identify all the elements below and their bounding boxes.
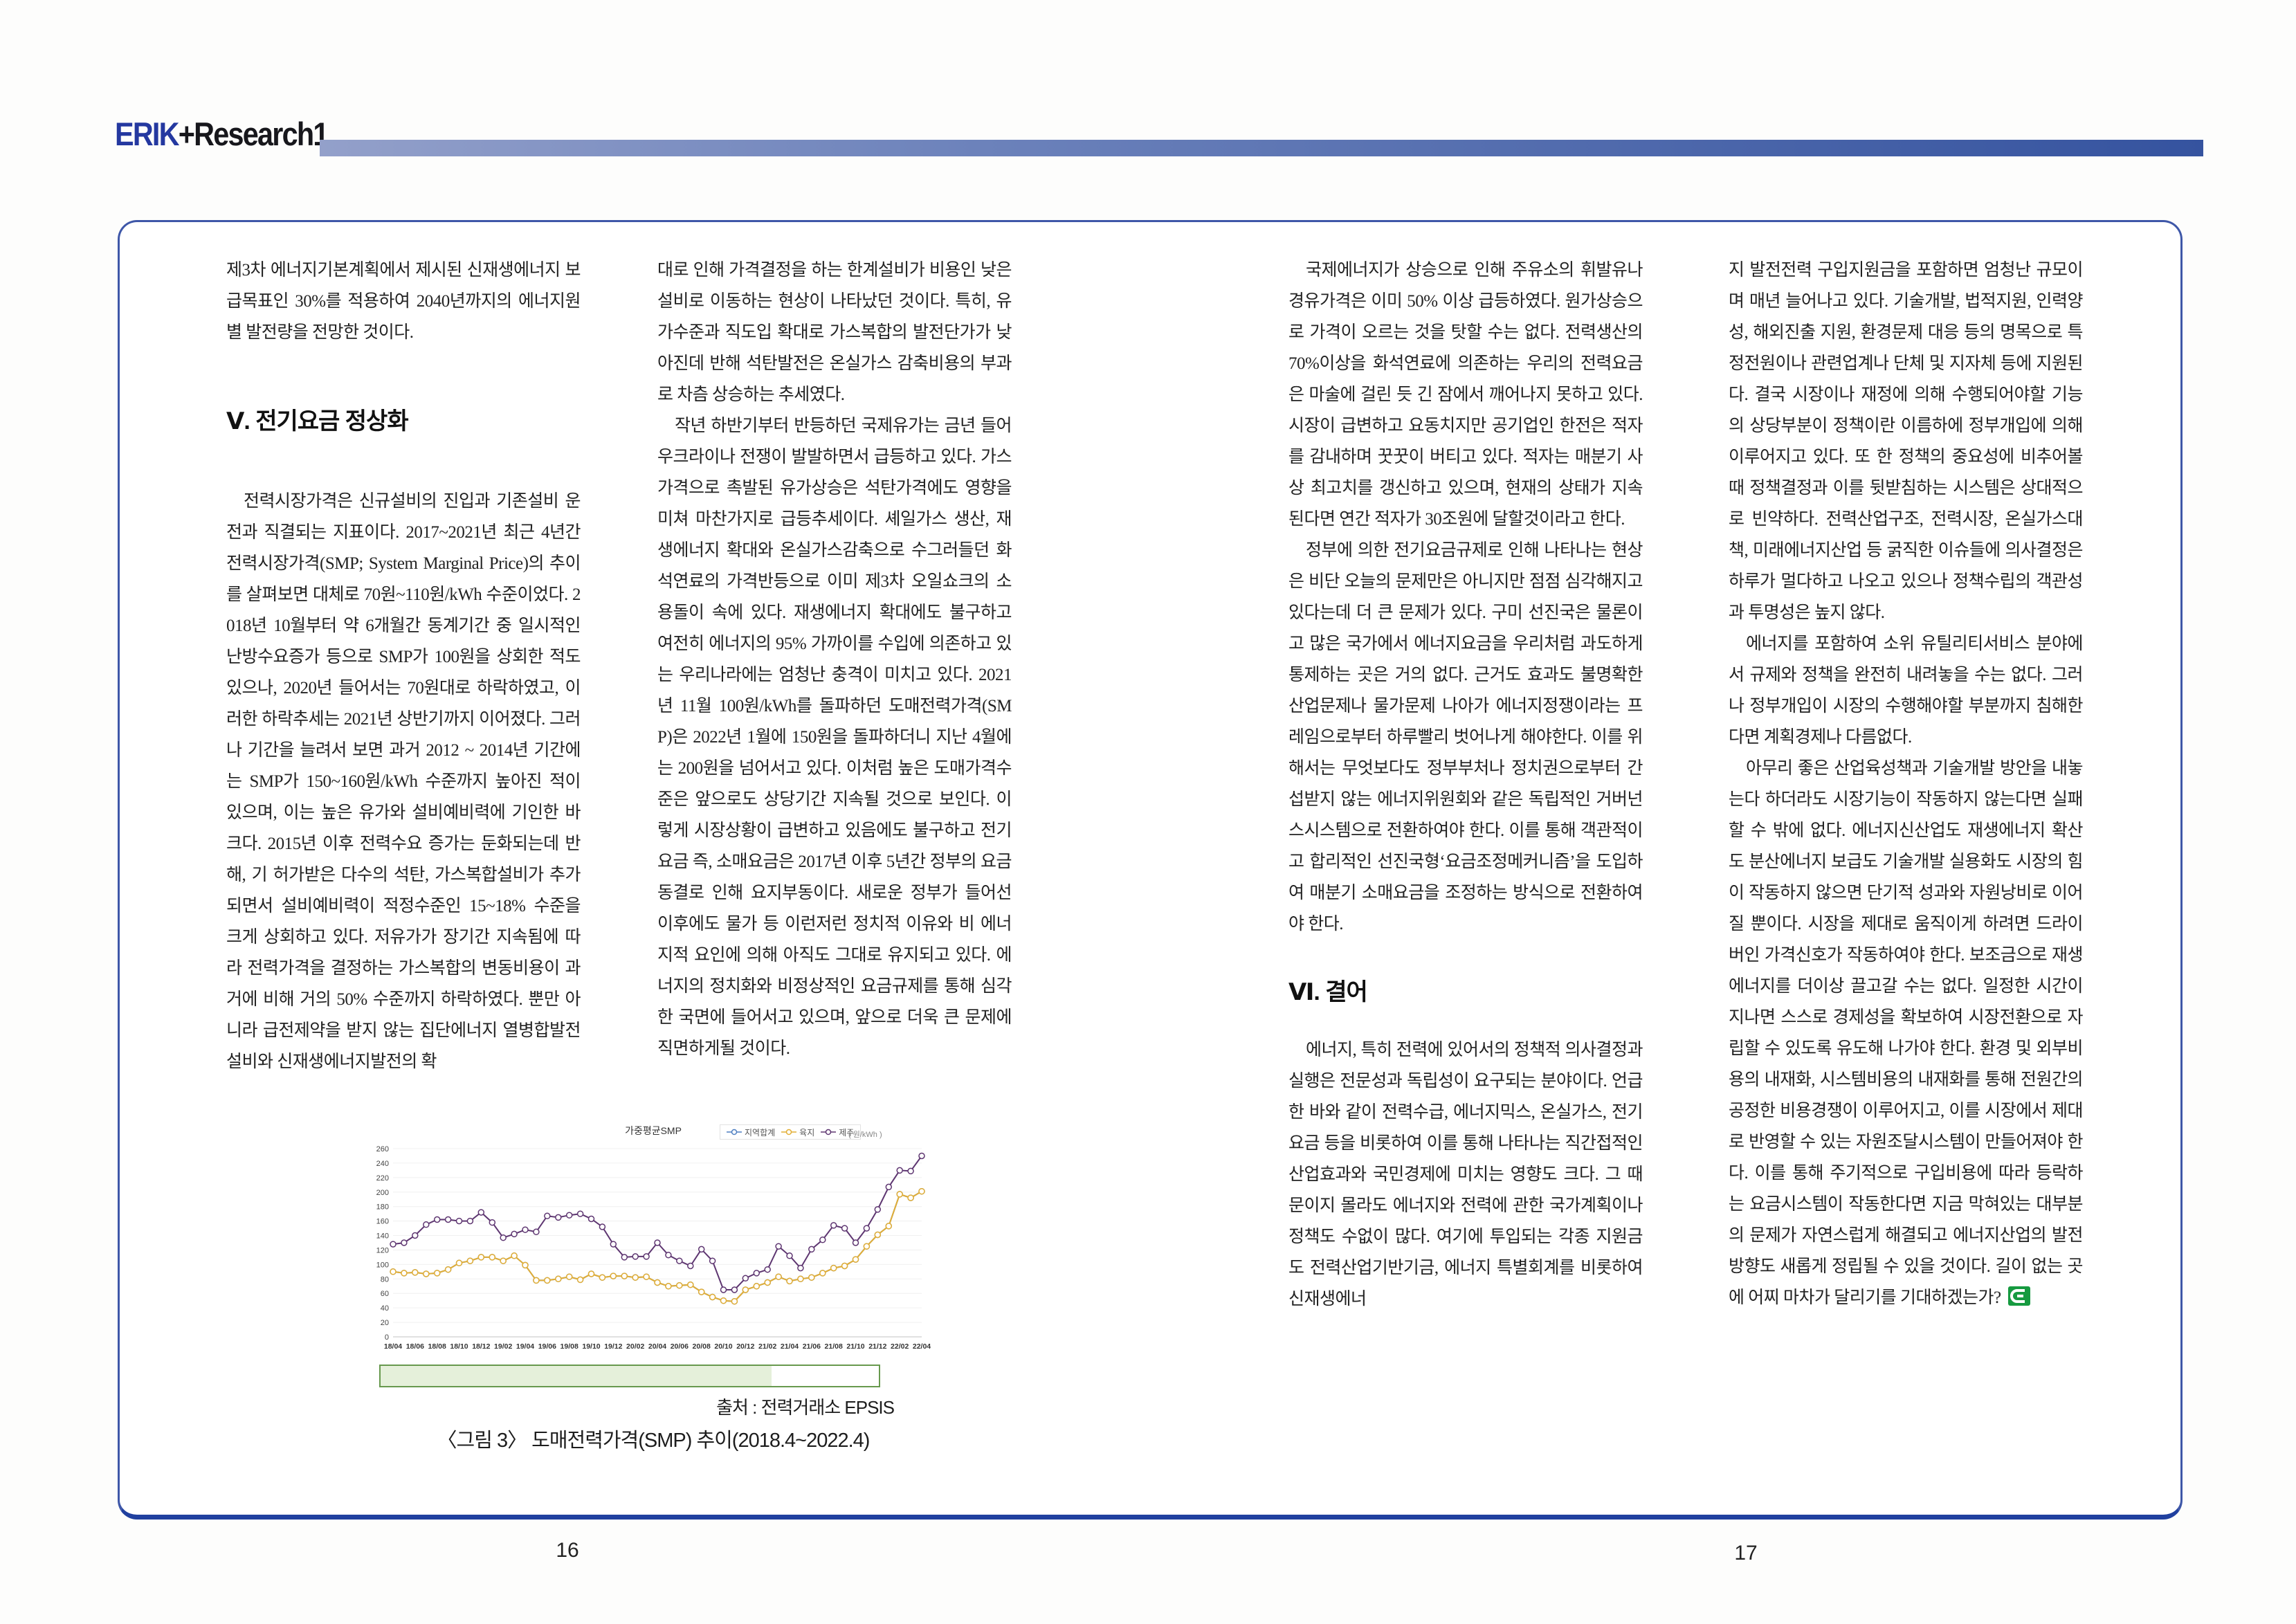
svg-text:21/12: 21/12 [868, 1342, 886, 1351]
paragraph: 작년 하반기부터 반등하던 국제유가는 금년 들어 우크라이나 전쟁이 발발하면… [657, 417, 1012, 1058]
svg-text:18/08: 18/08 [428, 1342, 446, 1351]
brand-research: +Research1 [178, 116, 329, 152]
text-column-1: 제3차 에너지기본계획에서 제시된 신재생에너지 보급목표인 30%를 적용하여… [226, 255, 581, 1077]
svg-text:19/06: 19/06 [538, 1342, 556, 1351]
paragraph: 정부에 의한 전기요금규제로 인해 나타나는 현상은 비단 오늘의 문제만은 아… [1288, 541, 1643, 933]
svg-text:140: 140 [376, 1232, 389, 1241]
paragraph: 국제에너지가 상승으로 인해 주유소의 휘발유나 경유가격은 이미 50% 이상… [1288, 261, 1643, 529]
section-heading-v: Ⅴ. 전기요금 정상화 [226, 408, 409, 435]
svg-text:21/04: 21/04 [781, 1342, 799, 1351]
legend-item: 육지 [781, 1126, 814, 1138]
legend-marker-icon [727, 1129, 742, 1135]
svg-text:100: 100 [376, 1261, 389, 1269]
svg-text:22/02: 22/02 [891, 1342, 909, 1351]
svg-text:200: 200 [376, 1189, 389, 1197]
svg-text:18/12: 18/12 [472, 1342, 490, 1351]
svg-text:22/04: 22/04 [913, 1342, 931, 1351]
svg-text:18/06: 18/06 [406, 1342, 424, 1351]
smp-figure: 가중평균SMP 지역합계 육지 제주 ( 원/kWh ) 0 20 40 60 80 100 1… [372, 1122, 934, 1454]
header-divider [320, 140, 2203, 156]
legend-marker-icon [821, 1129, 837, 1135]
legend-item: 제주 [821, 1126, 854, 1138]
svg-text:160: 160 [376, 1218, 389, 1226]
text-column-3: 국제에너지가 상승으로 인해 주유소의 휘발유나 경유가격은 이미 50% 이상… [1288, 255, 1643, 1315]
svg-text:80: 80 [381, 1275, 389, 1284]
svg-text:20/04: 20/04 [648, 1342, 666, 1351]
erik-end-mark-icon [2007, 1286, 2030, 1306]
svg-text:19/10: 19/10 [582, 1342, 600, 1351]
paragraph: 아무리 좋은 산업육성책과 기술개발 방안을 내놓는다 하더라도 시장기능이 작… [1729, 753, 2084, 1313]
section-heading-vi: Ⅵ. 결어 [1288, 979, 1368, 1005]
chart-legend: 지역합계 육지 제주 [720, 1124, 862, 1140]
svg-text:20/06: 20/06 [671, 1342, 689, 1351]
content-frame [118, 220, 2183, 1520]
chart-range-fill [381, 1366, 772, 1386]
page-number-right: 17 [1734, 1542, 1758, 1564]
svg-text:19/12: 19/12 [604, 1342, 622, 1351]
paragraph: 전력시장가격은 신규설비의 진입과 기존설비 운전과 직결되는 지표이다. 20… [226, 491, 581, 1071]
figure-caption: 〈그림 3〉 도매전력가격(SMP) 추이(2018.4~2022.4) [437, 1430, 871, 1452]
chart-range-selector [379, 1365, 880, 1387]
svg-text:18/10: 18/10 [450, 1342, 468, 1351]
chart-unit-label: ( 원/kWh ) [848, 1131, 882, 1139]
legend-item: 지역합계 [727, 1126, 775, 1138]
series-line-2 [390, 1152, 925, 1293]
smp-chart-plot: 0 20 40 60 80 100 120 140 160 180 200 220 240 260 18/0… [376, 1145, 931, 1351]
brand-erik: ERIK [115, 116, 180, 152]
svg-text:0: 0 [385, 1333, 389, 1342]
svg-text:19/02: 19/02 [494, 1342, 512, 1351]
svg-text:21/10: 21/10 [846, 1342, 864, 1351]
svg-text:20/10: 20/10 [714, 1342, 732, 1351]
svg-text:20/12: 20/12 [736, 1342, 754, 1351]
svg-text:40: 40 [381, 1304, 389, 1313]
svg-text:120: 120 [376, 1246, 389, 1255]
svg-text:19/08: 19/08 [561, 1342, 578, 1351]
svg-text:260: 260 [376, 1145, 389, 1153]
svg-text:20: 20 [381, 1319, 389, 1327]
svg-text:21/02: 21/02 [758, 1342, 776, 1351]
figure-source: 출처 : 전력거래소 EPSIS [716, 1397, 895, 1418]
series-line-0 [390, 1187, 925, 1305]
svg-text:21/06: 21/06 [803, 1342, 821, 1351]
svg-text:60: 60 [381, 1290, 389, 1298]
paragraph-text: 아무리 좋은 산업육성책과 기술개발 방안을 내놓는다 하더라도 시장기능이 작… [1729, 759, 2084, 1307]
paragraph: 대로 인해 가격결정을 하는 한계설비가 비용인 낮은 설비로 이동하는 현상이… [657, 261, 1012, 404]
legend-label: 육지 [799, 1127, 815, 1138]
chart-title: 가중평균SMP [625, 1125, 682, 1136]
paragraph: 에너지, 특히 전력에 있어서의 정책적 의사결정과 실행은 전문성과 독립성이… [1288, 1040, 1643, 1308]
paragraph: 제3차 에너지기본계획에서 제시된 신재생에너지 보급목표인 30%를 적용하여… [226, 261, 581, 342]
legend-marker-icon [781, 1129, 797, 1135]
legend-label: 지역합계 [745, 1127, 776, 1138]
legend-label: 제주 [839, 1127, 855, 1138]
svg-text:220: 220 [376, 1174, 389, 1183]
page-number-left: 16 [556, 1539, 579, 1562]
svg-text:18/04: 18/04 [384, 1342, 402, 1351]
svg-text:21/08: 21/08 [825, 1342, 843, 1351]
text-column-2: 대로 인해 가격결정을 하는 한계설비가 비용인 낮은 설비로 이동하는 현상이… [657, 255, 1012, 1064]
svg-text:20/02: 20/02 [626, 1342, 644, 1351]
svg-text:180: 180 [376, 1203, 389, 1212]
text-column-4: 지 발전전력 구입지원금을 포함하면 엄청난 규모이며 매년 늘어나고 있다. … [1729, 255, 2084, 1313]
paragraph: 에너지를 포함하여 소위 유틸리티서비스 분야에서 규제와 정책을 완전히 내려… [1729, 635, 2084, 747]
brand-logo: ERIK+Research1 [115, 115, 329, 153]
svg-text:240: 240 [376, 1160, 389, 1168]
series-line-1 [390, 1187, 925, 1305]
svg-text:20/08: 20/08 [693, 1342, 711, 1351]
paragraph: 지 발전전력 구입지원금을 포함하면 엄청난 규모이며 매년 늘어나고 있다. … [1729, 261, 2084, 622]
svg-text:19/04: 19/04 [516, 1342, 534, 1351]
